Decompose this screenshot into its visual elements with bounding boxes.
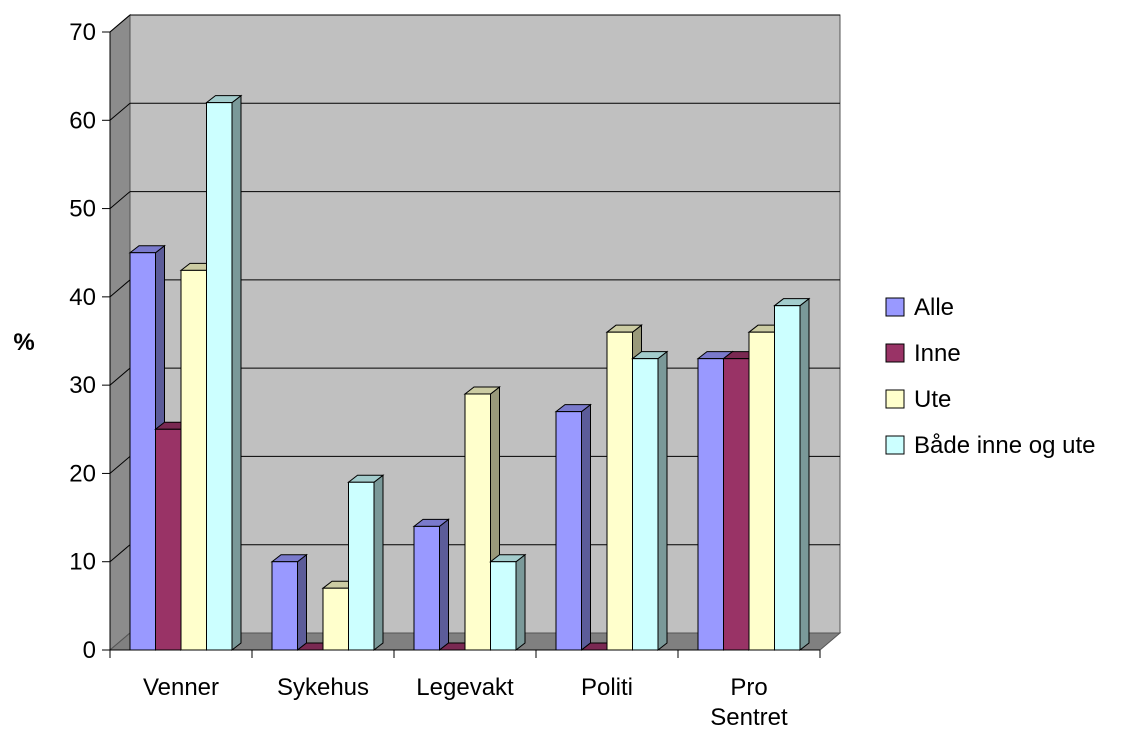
bar (773, 297, 811, 652)
bar-side (515, 553, 526, 652)
legend-swatch (885, 435, 905, 455)
y-tick-label: 60 (69, 107, 96, 134)
y-tick-label: 50 (69, 196, 96, 223)
y-tick-label: 20 (69, 460, 96, 487)
bar (412, 518, 450, 652)
bar-side (439, 518, 449, 652)
bar-side (373, 474, 384, 652)
legend-swatch (885, 389, 905, 409)
x-tick-label: Venner (143, 674, 219, 701)
legend-label: Ute (914, 386, 951, 413)
y-tick-labels: 0 10 20 30 40 50 60 70 (69, 19, 96, 664)
bar (631, 350, 669, 652)
gridline (109, 102, 131, 121)
gridline (109, 367, 131, 386)
bar-side (231, 94, 242, 652)
bar-front (464, 393, 491, 651)
y-tick-label: 10 (69, 549, 96, 576)
y-tick-label: 30 (69, 372, 96, 399)
legend-item: Både inne og ute (885, 432, 1096, 459)
bar-front (413, 525, 440, 651)
bar-front (555, 411, 582, 651)
y-tick-label: 0 (83, 637, 96, 664)
legend: Alle Inne Ute Både inne og ute (885, 294, 1096, 459)
bar-front (490, 561, 517, 651)
side-wall (109, 13, 131, 652)
legend-label: Inne (914, 340, 961, 367)
bar-front (632, 358, 659, 651)
bar-front (774, 305, 801, 651)
bar-front (180, 269, 207, 651)
bar-front (348, 481, 375, 651)
bars (128, 94, 811, 652)
bar-front (129, 252, 156, 651)
y-tick-label: 70 (69, 19, 96, 46)
bar-side (799, 297, 810, 652)
legend-label: Både inne og ute (914, 432, 1096, 459)
legend-item: Ute (885, 386, 951, 413)
legend-item: Alle (885, 294, 954, 321)
x-tick-label: Sykehus (277, 674, 369, 701)
gridline (109, 279, 131, 298)
bar-side (297, 553, 307, 652)
y-axis-label: % (13, 329, 34, 356)
bar (270, 553, 308, 652)
bar (205, 94, 243, 652)
bar-front (155, 428, 182, 651)
bar (489, 553, 527, 652)
gridline (109, 456, 131, 474)
legend-item: Inne (885, 340, 961, 367)
bar-front (322, 587, 349, 651)
bar-side (581, 403, 591, 652)
legend-swatch (885, 297, 905, 317)
legend-swatch (885, 343, 905, 363)
bar-front (748, 331, 775, 651)
bar-front (723, 358, 750, 651)
y-tick-label: 40 (69, 284, 96, 311)
bar-front (206, 102, 233, 651)
bar (347, 474, 385, 652)
bar-front (271, 561, 298, 651)
x-tick-labels: Venner Sykehus Legevakt Politi Pro Sentret (143, 674, 788, 731)
bar-side (657, 350, 668, 652)
x-tick-label: Legevakt (416, 674, 514, 701)
x-tick-label: Pro Sentret (710, 674, 788, 731)
x-tick-label: Politi (581, 674, 633, 701)
bar-front (697, 358, 724, 651)
gridline (109, 544, 131, 563)
legend-label: Alle (914, 294, 954, 321)
bar (554, 403, 592, 652)
gridline (109, 14, 131, 33)
gridline (109, 191, 131, 209)
bar-front (606, 331, 633, 651)
